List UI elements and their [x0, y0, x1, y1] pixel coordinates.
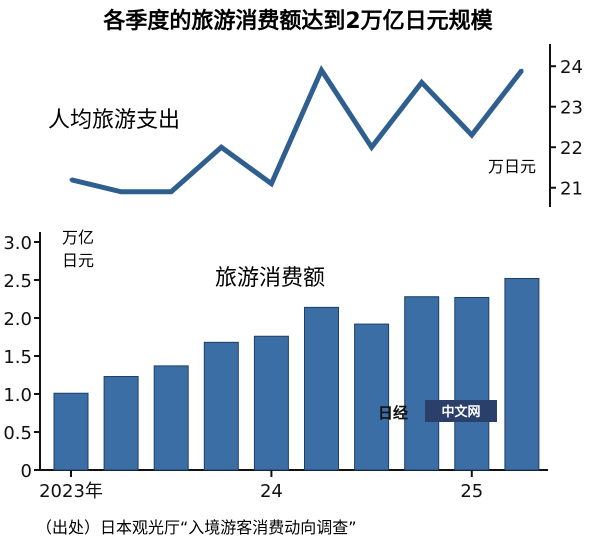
bar: [354, 323, 390, 471]
bar-unit-line1: 万亿: [62, 228, 94, 247]
line-point: [370, 145, 374, 149]
bar: [253, 335, 289, 471]
bar: [53, 392, 89, 471]
bar-y-tick-label: 1.5: [3, 347, 32, 368]
line-point: [320, 68, 323, 72]
bar-y-tick-label: 0: [21, 461, 32, 482]
line-y-tick-label: 22: [560, 138, 583, 159]
line-unit-label: 万日元: [488, 157, 536, 176]
bar: [203, 341, 239, 471]
bar-y-tick-label: 3.0: [3, 233, 32, 254]
bar: [153, 365, 189, 471]
x-ticks: 2023年 24 25: [39, 470, 483, 502]
bar-series-label: 旅游消费额: [215, 266, 325, 291]
line-series-label: 人均旅游支出: [48, 108, 180, 133]
line-y-ticks: 21 22 23 24: [550, 57, 583, 200]
bar-unit-line2: 日元: [62, 251, 94, 270]
logo-badge: [425, 400, 497, 422]
logo-mark: 日经: [378, 404, 408, 422]
bar-y-tick-label: 2.0: [3, 309, 32, 330]
nikkei-logo: 日经 中文网: [378, 400, 497, 422]
bar-y-tick-label: 0.5: [3, 423, 32, 444]
line-points: [69, 68, 524, 194]
bar-y-tick-label: 1.0: [3, 385, 32, 406]
x-tick-label: 24: [260, 481, 283, 502]
x-tick-label: 2023年: [39, 481, 103, 502]
line-point: [169, 190, 173, 194]
bar: [103, 376, 139, 471]
bar: [504, 277, 540, 471]
line-point: [420, 80, 424, 84]
bar-chart: 0 0.5 1.0 1.5 2.0 2.5 3.0 2023年 24 25 万亿 日元 旅游消费…: [3, 228, 548, 502]
bar: [304, 306, 339, 471]
bars: [53, 277, 540, 471]
line-point: [269, 182, 273, 186]
x-tick-label: 25: [460, 481, 483, 502]
line-y-tick-label: 23: [560, 98, 583, 119]
line-point: [219, 145, 223, 149]
line-point: [119, 190, 123, 194]
line-point: [69, 178, 73, 182]
bar-y-tick-label: 2.5: [3, 271, 32, 292]
line-y-tick-label: 21: [560, 179, 583, 200]
line-point: [470, 133, 474, 137]
line-chart: 21 22 23 24 人均旅游支出 万日元: [48, 44, 583, 207]
line-point: [520, 68, 524, 72]
line-y-tick-label: 24: [560, 57, 583, 78]
bar-y-ticks: 0 0.5 1.0 1.5 2.0 2.5 3.0: [3, 233, 40, 482]
line-series: [70, 65, 524, 195]
chart-title: 各季度的旅游消费额达到2万亿日元规模: [102, 8, 493, 34]
bar: [404, 296, 440, 471]
bar: [454, 296, 490, 471]
source-note: （出处）日本观光厅“入境游客消费动向调查”: [36, 518, 357, 537]
logo-text: 中文网: [441, 404, 480, 420]
